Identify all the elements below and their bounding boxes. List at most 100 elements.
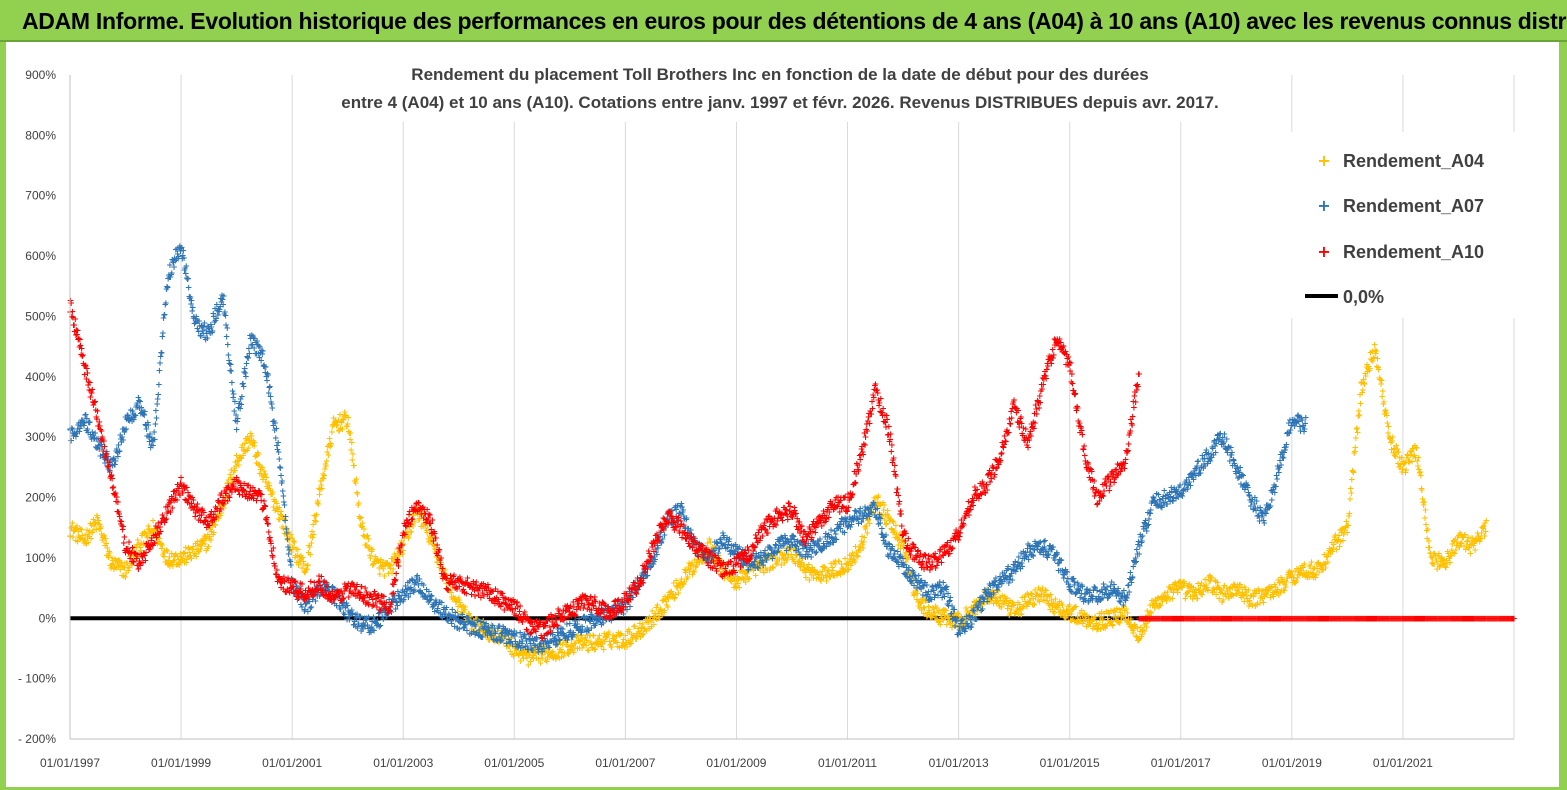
point-a04: + xyxy=(498,626,506,636)
point-a10: + xyxy=(105,458,113,468)
point-a04: + xyxy=(317,477,325,487)
point-a04: + xyxy=(174,560,182,570)
point-a04: + xyxy=(290,544,298,554)
point-a04: + xyxy=(295,552,303,562)
point-a04: + xyxy=(357,514,365,524)
point-a04: + xyxy=(261,470,269,480)
point-a07: + xyxy=(1129,573,1137,583)
point-a04: + xyxy=(204,545,212,555)
point-a04: + xyxy=(134,536,142,546)
point-a04: + xyxy=(624,637,632,647)
point-a04: + xyxy=(222,493,230,503)
point-a04: + xyxy=(552,655,560,665)
point-a04: + xyxy=(262,478,270,488)
point-a04: + xyxy=(143,533,151,543)
point-a04: + xyxy=(570,648,578,658)
point-a04: + xyxy=(474,616,482,626)
point-a04: + xyxy=(247,436,255,446)
point-a04: + xyxy=(215,514,223,524)
point-a04: + xyxy=(405,534,413,544)
point-a04: + xyxy=(1345,521,1353,531)
point-a04: + xyxy=(432,548,440,558)
point-a04: + xyxy=(539,647,547,657)
point-a04: + xyxy=(282,531,290,541)
point-a04: + xyxy=(537,647,545,657)
point-a04: + xyxy=(243,446,251,456)
point-a04: + xyxy=(192,539,200,549)
point-a04: + xyxy=(471,627,479,637)
point-a04: + xyxy=(231,466,239,476)
point-a04: + xyxy=(620,641,628,651)
point-a04: + xyxy=(264,482,272,492)
point-a04: + xyxy=(252,452,260,462)
point-a04: + xyxy=(327,441,335,451)
point-a04: + xyxy=(442,571,450,581)
point-a04: + xyxy=(553,653,561,663)
point-a04: + xyxy=(309,521,317,531)
point-a04: + xyxy=(533,654,541,664)
point-a04: + xyxy=(99,534,107,544)
point-a04: + xyxy=(543,646,551,656)
point-a04: + xyxy=(194,541,202,551)
point-a04: + xyxy=(143,531,151,541)
point-a04: + xyxy=(372,555,380,565)
point-a04: + xyxy=(477,620,485,630)
point-a07: + xyxy=(1260,519,1268,529)
point-a04: + xyxy=(94,519,102,529)
point-a04: + xyxy=(186,549,194,559)
point-a04: + xyxy=(585,646,593,656)
point-a04: + xyxy=(386,561,394,571)
point-a04: + xyxy=(242,448,250,458)
point-a04: + xyxy=(123,559,131,569)
point-a07: + xyxy=(223,324,231,334)
point-a04: + xyxy=(376,570,384,580)
point-a04: + xyxy=(627,640,635,650)
point-a04: + xyxy=(237,453,245,463)
point-a04: + xyxy=(188,545,196,555)
point-a04: + xyxy=(285,535,293,545)
point-a04: + xyxy=(257,465,265,475)
point-a04: + xyxy=(406,523,414,533)
point-a04: + xyxy=(450,593,458,603)
point-a04: + xyxy=(250,437,258,447)
point-a04: + xyxy=(513,646,521,656)
point-a04: + xyxy=(314,497,322,507)
point-a04: + xyxy=(284,532,292,542)
point-a04: + xyxy=(346,429,354,439)
point-a04: + xyxy=(526,648,534,658)
point-a04: + xyxy=(495,638,503,648)
point-a04: + xyxy=(602,633,610,643)
point-a04: + xyxy=(596,640,604,650)
point-a04: + xyxy=(458,603,466,613)
point-a04: + xyxy=(626,640,634,650)
point-a04: + xyxy=(527,645,535,655)
point-a04: + xyxy=(369,561,377,571)
point-a04: + xyxy=(551,653,559,663)
point-a04: + xyxy=(398,537,406,547)
point-a04: + xyxy=(93,512,101,522)
point-a04: + xyxy=(311,516,319,526)
point-a04: + xyxy=(233,452,241,462)
point-a04: + xyxy=(618,642,626,652)
point-a04: + xyxy=(620,635,628,645)
point-a04: + xyxy=(124,564,132,574)
point-a04: + xyxy=(411,518,419,528)
point-a04: + xyxy=(146,529,154,539)
point-a04: + xyxy=(361,532,369,542)
point-a04: + xyxy=(615,631,623,641)
point-a04: + xyxy=(161,558,169,568)
point-a04: + xyxy=(173,561,181,571)
point-a04: + xyxy=(528,653,536,663)
point-a04: + xyxy=(273,505,281,515)
point-a04: + xyxy=(463,615,471,625)
point-a07: + xyxy=(273,424,281,434)
point-a04: + xyxy=(152,525,160,535)
point-a04: + xyxy=(439,566,447,576)
point-a04: + xyxy=(486,628,494,638)
point-a04: + xyxy=(392,552,400,562)
point-a04: + xyxy=(226,485,234,495)
point-a04: + xyxy=(567,641,575,651)
point-a04: + xyxy=(287,531,295,541)
point-a04: + xyxy=(481,628,489,638)
point-a04: + xyxy=(135,540,143,550)
